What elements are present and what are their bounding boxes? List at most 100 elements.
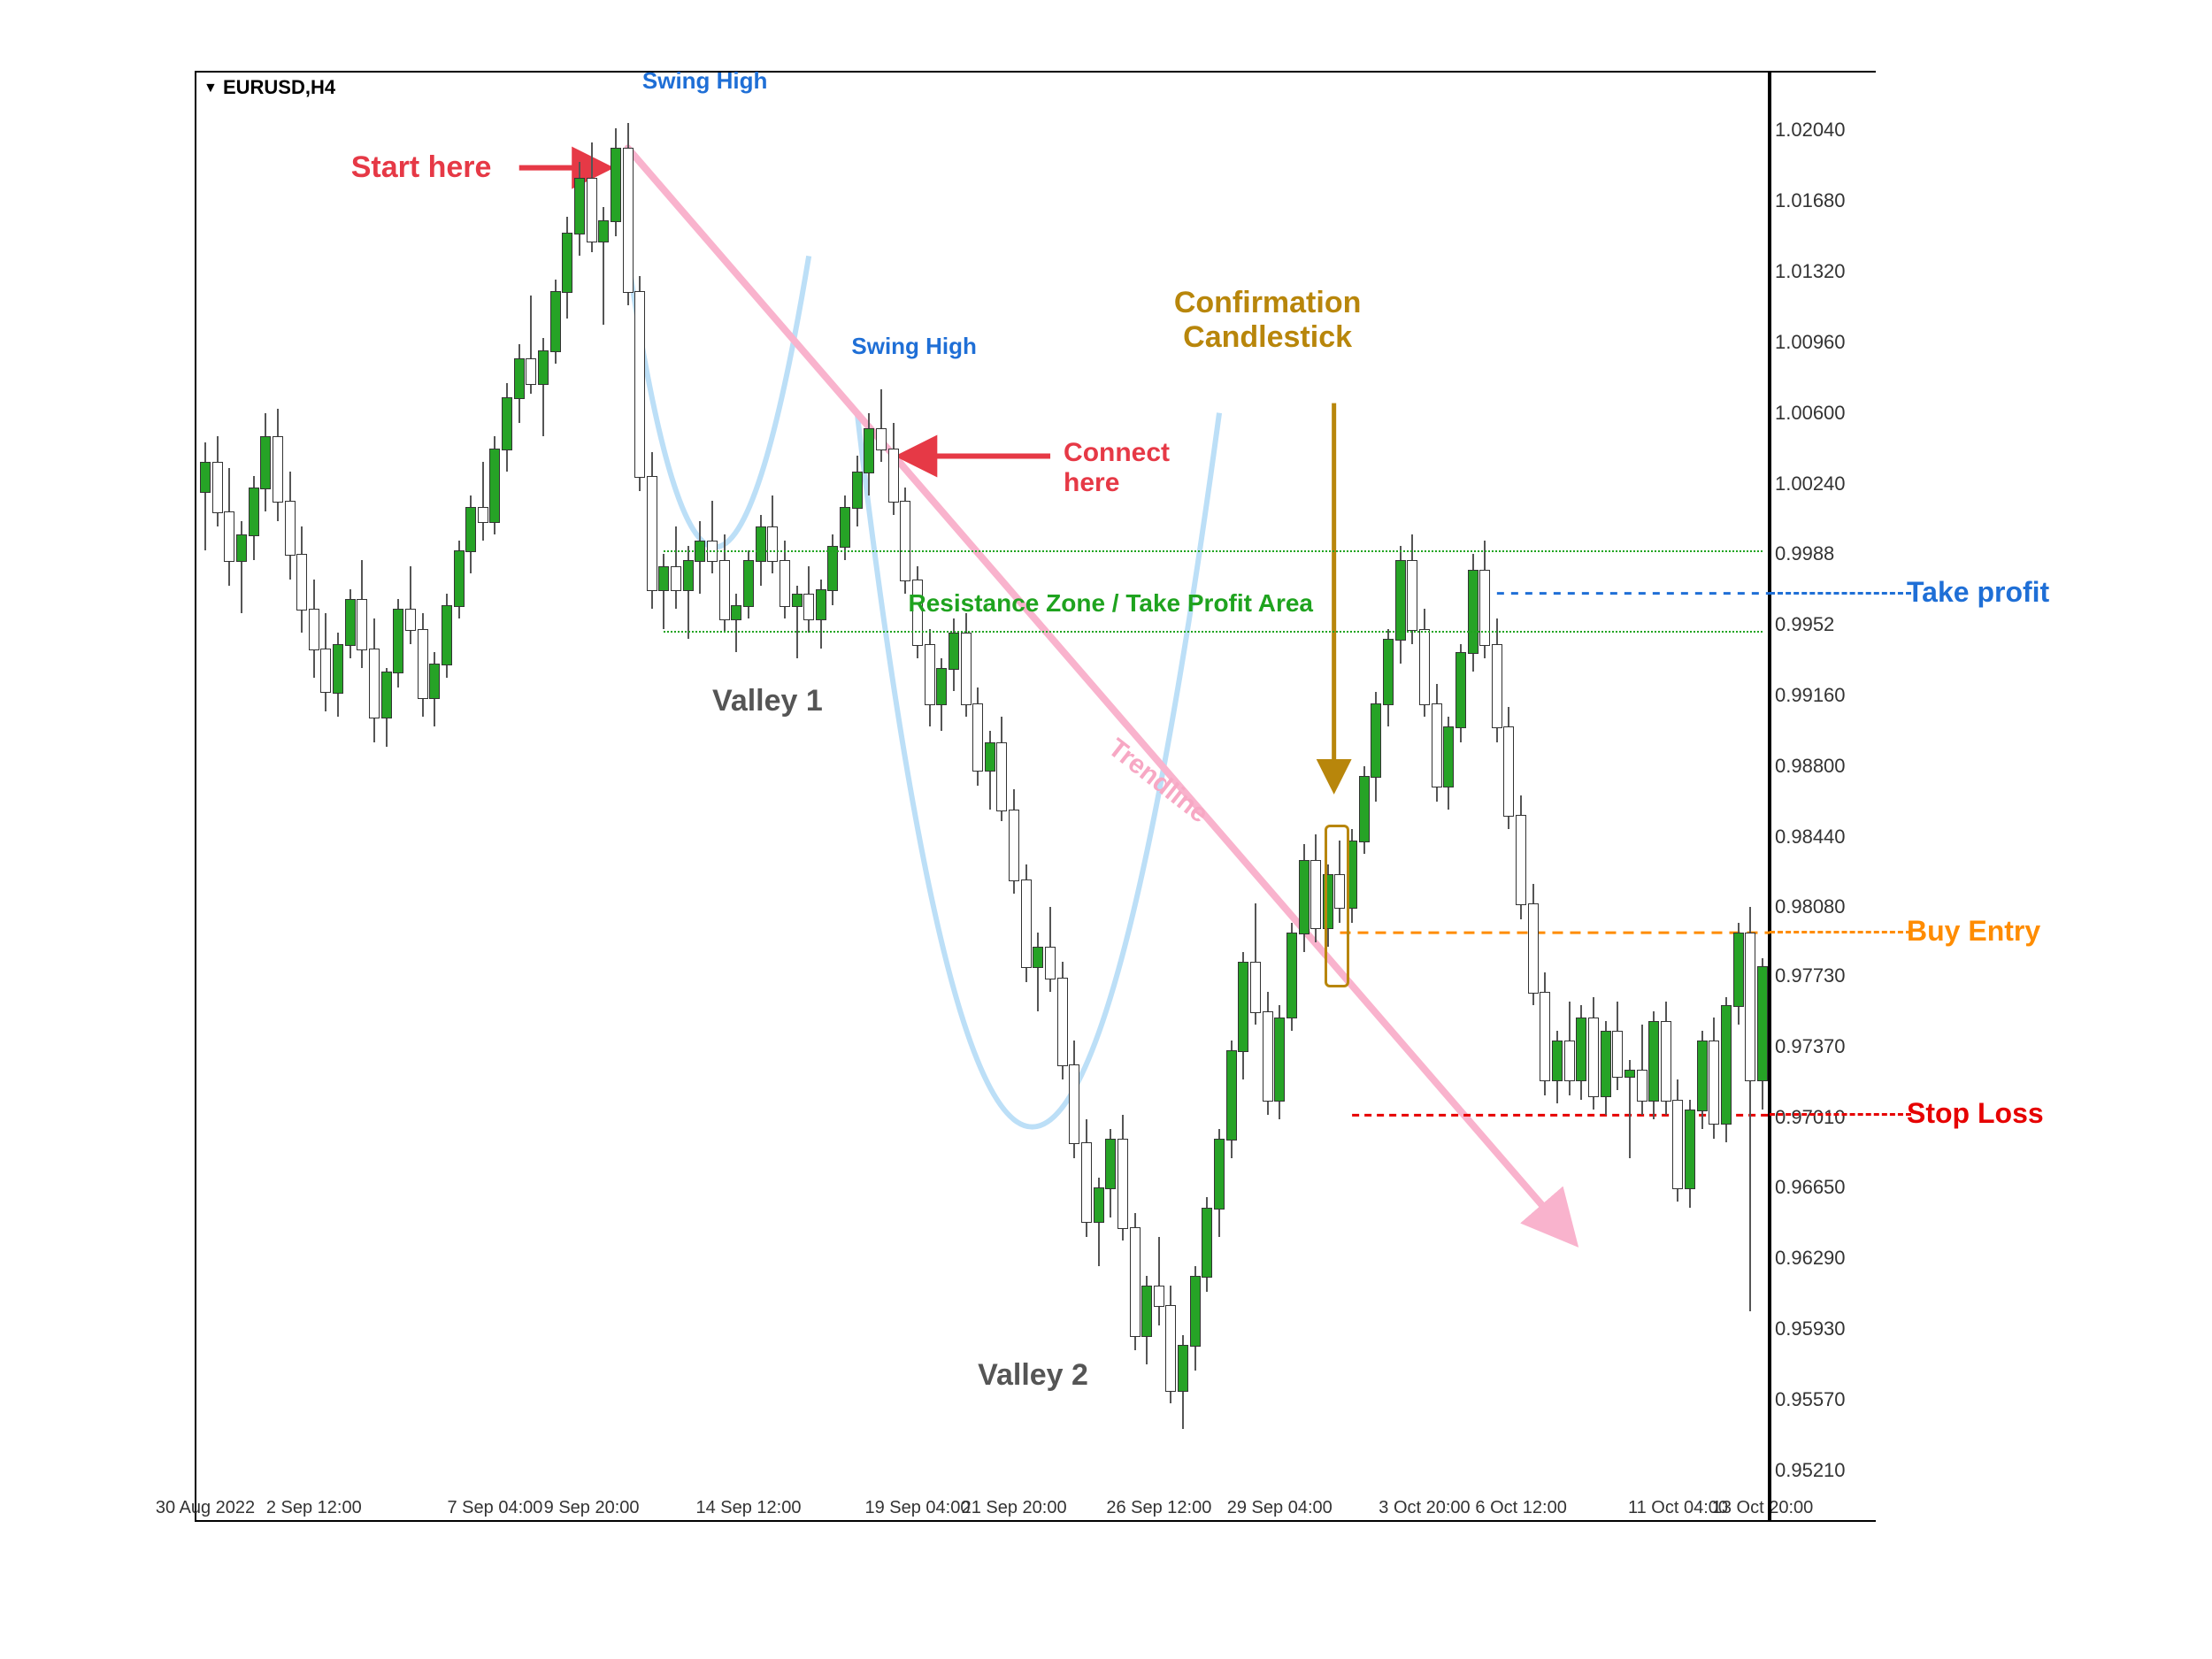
start-here-label: Start here [351,150,492,185]
candle-body [1503,726,1514,817]
candle-body [1601,1031,1611,1097]
take-profit-line-ext [1770,592,1911,595]
candle-body [478,507,488,523]
candle-body [1455,652,1466,728]
candle-body [936,668,947,705]
trendline-label: Trendline [1102,733,1213,829]
candle-body [985,742,995,772]
candle-body [1310,860,1321,928]
x-axis-tick: 19 Sep 04:00 [864,1498,970,1518]
y-axis-tick: 1.00960 [1775,331,1846,354]
connect-here-label: Connecthere [1064,438,1170,498]
candle-body [623,148,634,293]
candle-body [1637,1070,1647,1101]
candle-body [405,609,416,630]
candle-wick [1037,933,1039,1011]
candle-body [562,233,572,294]
candle-body [925,644,935,705]
y-axis-tick: 0.98440 [1775,826,1846,849]
candle-body [1274,1018,1285,1102]
stop-loss-label: Stop Loss [1907,1097,2044,1130]
buy-entry-line-ext [1770,931,1911,933]
candle-body [1238,962,1248,1052]
candle-body [1612,1031,1623,1078]
y-axis-tick: 1.01320 [1775,260,1846,283]
candle-body [864,428,874,473]
candle-body [852,472,863,509]
price-axis: 1.020401.016801.013201.009601.006001.002… [1770,71,1876,1522]
candle-body [1299,860,1310,934]
x-axis-tick: 26 Sep 12:00 [1106,1498,1211,1518]
buy-entry-label: Buy Entry [1907,915,2040,948]
candle-wick [204,442,206,550]
candle-body [393,609,403,673]
candle-body [212,462,223,512]
candle-body [429,664,440,699]
candle-body [1564,1041,1575,1081]
symbol-label: ▼ EURUSD,H4 [204,76,335,99]
y-axis-tick: 0.98800 [1775,755,1846,778]
candle-body [502,397,512,450]
candle-body [1105,1139,1116,1189]
chart-plot-area[interactable]: ▼ EURUSD,H4 30 Aug 20222 Sep 12:007 Sep … [195,71,1770,1522]
candle-body [296,554,307,611]
candle-body [1141,1286,1152,1336]
candle-body [647,476,657,592]
candle-body [1118,1139,1128,1229]
y-axis-tick: 0.96650 [1775,1176,1846,1199]
candle-body [1190,1276,1201,1347]
candle-body [598,220,609,242]
candle-body [1130,1227,1141,1337]
y-axis-tick: 0.97010 [1775,1106,1846,1129]
candle-body [634,291,645,477]
candle-body [1492,644,1502,728]
candle-body [949,633,959,670]
candle-body [320,649,331,694]
candle-body [1202,1208,1212,1279]
symbol-text: EURUSD,H4 [223,76,335,98]
candle-body [1165,1305,1176,1391]
candle-body [526,358,536,386]
candle-wick [410,566,411,645]
candle-body [1045,947,1056,979]
candle-body [1033,947,1043,968]
y-axis-tick: 1.01680 [1775,189,1846,212]
dropdown-triangle-icon: ▼ [204,81,218,96]
y-axis-tick: 0.95210 [1775,1459,1846,1482]
swing-high-1-label: Swing High [642,67,768,95]
confirmation-label: ConfirmationCandlestick [1153,286,1383,355]
candle-body [1745,933,1755,1081]
chart-stage: ▼ EURUSD,H4 30 Aug 20222 Sep 12:007 Sep … [0,0,2212,1659]
swing-high-2-label: Swing High [851,333,977,360]
candle-body [285,501,296,556]
y-axis-tick: 0.95930 [1775,1317,1846,1340]
candle-body [1250,962,1261,1012]
y-axis-tick: 0.9988 [1775,542,1834,565]
candle-body [587,178,597,242]
candle-body [200,462,211,493]
candle-body [1094,1187,1104,1223]
candle-body [961,633,972,705]
candle-body [1009,810,1019,882]
candle-body [996,742,1007,810]
y-axis-tick: 0.9952 [1775,613,1834,636]
candle-body [1733,933,1744,1007]
x-axis-tick: 14 Sep 12:00 [695,1498,801,1518]
x-axis-tick: 6 Oct 12:00 [1475,1498,1566,1518]
candle-body [1057,978,1068,1066]
valley-1-label: Valley 1 [712,684,823,718]
candle-body [876,428,887,449]
y-axis-tick: 1.02040 [1775,119,1846,142]
stop-loss-line-ext [1770,1113,1911,1116]
candle-body [1697,1041,1708,1111]
candle-body [454,550,465,607]
candle-body [972,703,983,772]
candle-body [345,599,356,646]
candle-body [574,178,585,234]
take-profit-label: Take profit [1907,576,2049,609]
x-axis-tick: 9 Sep 20:00 [544,1498,640,1518]
candle-body [1721,1005,1732,1125]
y-axis-tick: 0.99160 [1775,684,1846,707]
candle-body [273,436,283,503]
candle-body [1383,639,1394,705]
